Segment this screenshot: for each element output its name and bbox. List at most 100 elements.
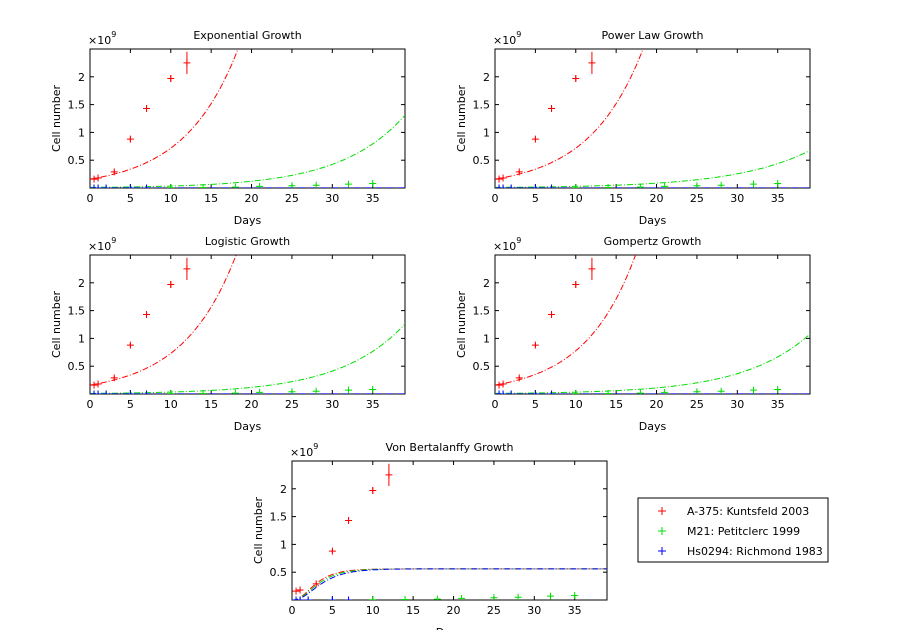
data-point-series-1 <box>143 310 151 318</box>
x-tick-label: 5 <box>127 192 134 205</box>
x-tick-label: 15 <box>609 192 623 205</box>
x-tick-label: 20 <box>245 192 259 205</box>
data-point-series-1 <box>94 174 102 182</box>
data-point-series-1 <box>94 380 102 388</box>
fit-curves <box>495 49 810 188</box>
legend: A-375: Kuntsfeld 2003 M21: Petitclerc 199… <box>637 497 829 563</box>
data-point-series-2 <box>693 182 701 188</box>
x-tick-label: 30 <box>730 398 744 411</box>
data-point-series-1 <box>90 381 98 389</box>
fit-curves <box>292 568 607 600</box>
fit-curve-m21 <box>90 323 405 394</box>
legend-label-1: A-375: Kuntsfeld 2003 <box>687 505 809 518</box>
data-point-series-1 <box>126 341 134 349</box>
x-axis-label: Days <box>234 420 262 433</box>
x-axis-label: Days <box>234 214 262 227</box>
fit-curves <box>90 255 405 394</box>
plot-area-frame <box>89 254 406 395</box>
data-point-series-1 <box>110 168 118 176</box>
axis-multiplier: ×109 <box>88 236 116 253</box>
y-tick-label: 0.5 <box>270 566 288 579</box>
x-tick-label: 25 <box>487 604 501 617</box>
x-tick-label: 0 <box>87 192 94 205</box>
data-point-series-2 <box>401 596 409 600</box>
data-point-series-3 <box>507 390 515 394</box>
y-tick-label: 0.5 <box>473 154 491 167</box>
x-tick-label: 0 <box>492 192 499 205</box>
y-tick-label: 1 <box>78 332 85 345</box>
data-point-series-2 <box>572 184 580 188</box>
x-tick-label: 15 <box>204 192 218 205</box>
x-tick-label: 5 <box>329 604 336 617</box>
data-points <box>495 51 782 188</box>
data-point-series-1 <box>531 341 539 349</box>
data-point-series-3 <box>548 390 556 394</box>
legend-marker-1 <box>658 507 666 515</box>
fit-curve-a375 <box>90 49 239 180</box>
data-point-series-2 <box>717 387 725 394</box>
data-point-series-3 <box>345 596 353 600</box>
axis-multiplier: ×109 <box>493 30 521 47</box>
data-point-series-1 <box>531 135 539 143</box>
data-point-series-2 <box>572 390 580 394</box>
axis-multiplier: ×109 <box>88 30 116 47</box>
x-tick-label: 30 <box>730 192 744 205</box>
x-tick-label: 5 <box>127 398 134 411</box>
data-point-series-1 <box>126 135 134 143</box>
x-tick-label: 10 <box>366 604 380 617</box>
x-tick-label: 20 <box>650 398 664 411</box>
data-point-series-2 <box>256 388 264 394</box>
data-point-series-1 <box>515 168 523 176</box>
data-point-series-3 <box>292 596 300 600</box>
fit-curves <box>495 255 810 394</box>
y-tick-label: 1.5 <box>68 99 86 112</box>
x-tick-label: 0 <box>87 398 94 411</box>
data-point-series-3 <box>90 184 98 188</box>
data-point-series-2 <box>231 183 239 188</box>
data-point-series-3 <box>94 184 102 188</box>
chart-title: Logistic Growth <box>205 235 290 248</box>
legend-box <box>637 497 829 563</box>
fit-curve-a375 <box>495 255 637 386</box>
x-axis-label: Days <box>639 214 667 227</box>
x-tick-label: 30 <box>325 192 339 205</box>
y-tick-label: 0.5 <box>68 154 86 167</box>
data-point-series-3 <box>499 390 507 394</box>
data-point-series-3 <box>304 596 312 600</box>
x-tick-label: 5 <box>532 398 539 411</box>
data-point-series-2 <box>490 594 498 600</box>
data-point-series-3 <box>328 596 336 600</box>
x-tick-label: 30 <box>325 398 339 411</box>
data-point-series-1 <box>110 374 118 382</box>
y-tick-label: 1.5 <box>68 305 86 318</box>
plot-area-frame <box>494 254 811 395</box>
data-point-series-3 <box>499 184 507 188</box>
y-tick-label: 1 <box>78 126 85 139</box>
data-points <box>90 257 377 394</box>
data-point-series-2 <box>312 181 320 188</box>
data-point-series-1 <box>548 104 556 112</box>
data-point-series-1 <box>328 547 336 555</box>
y-tick-label: 1 <box>483 126 490 139</box>
x-tick-label: 5 <box>532 192 539 205</box>
data-point-series-1 <box>588 265 596 273</box>
data-point-series-2 <box>199 390 207 394</box>
data-point-series-3 <box>531 390 539 394</box>
fit-curve-a375 <box>495 49 644 180</box>
data-point-series-3 <box>102 184 110 188</box>
data-point-series-1 <box>499 174 507 182</box>
y-axis-label: Cell number <box>50 291 63 358</box>
axis-multiplier: ×109 <box>290 442 318 459</box>
data-points <box>90 51 377 188</box>
data-point-series-1 <box>183 265 191 273</box>
data-point-series-3 <box>143 390 151 394</box>
legend-marker-2 <box>658 527 666 535</box>
data-point-series-2 <box>717 181 725 188</box>
data-point-series-2 <box>749 386 757 394</box>
data-point-series-2 <box>167 184 175 188</box>
data-point-series-1 <box>495 175 503 183</box>
x-tick-label: 25 <box>285 398 299 411</box>
data-point-series-2 <box>604 184 612 188</box>
data-point-series-2 <box>458 594 466 600</box>
data-point-series-2 <box>288 182 296 188</box>
